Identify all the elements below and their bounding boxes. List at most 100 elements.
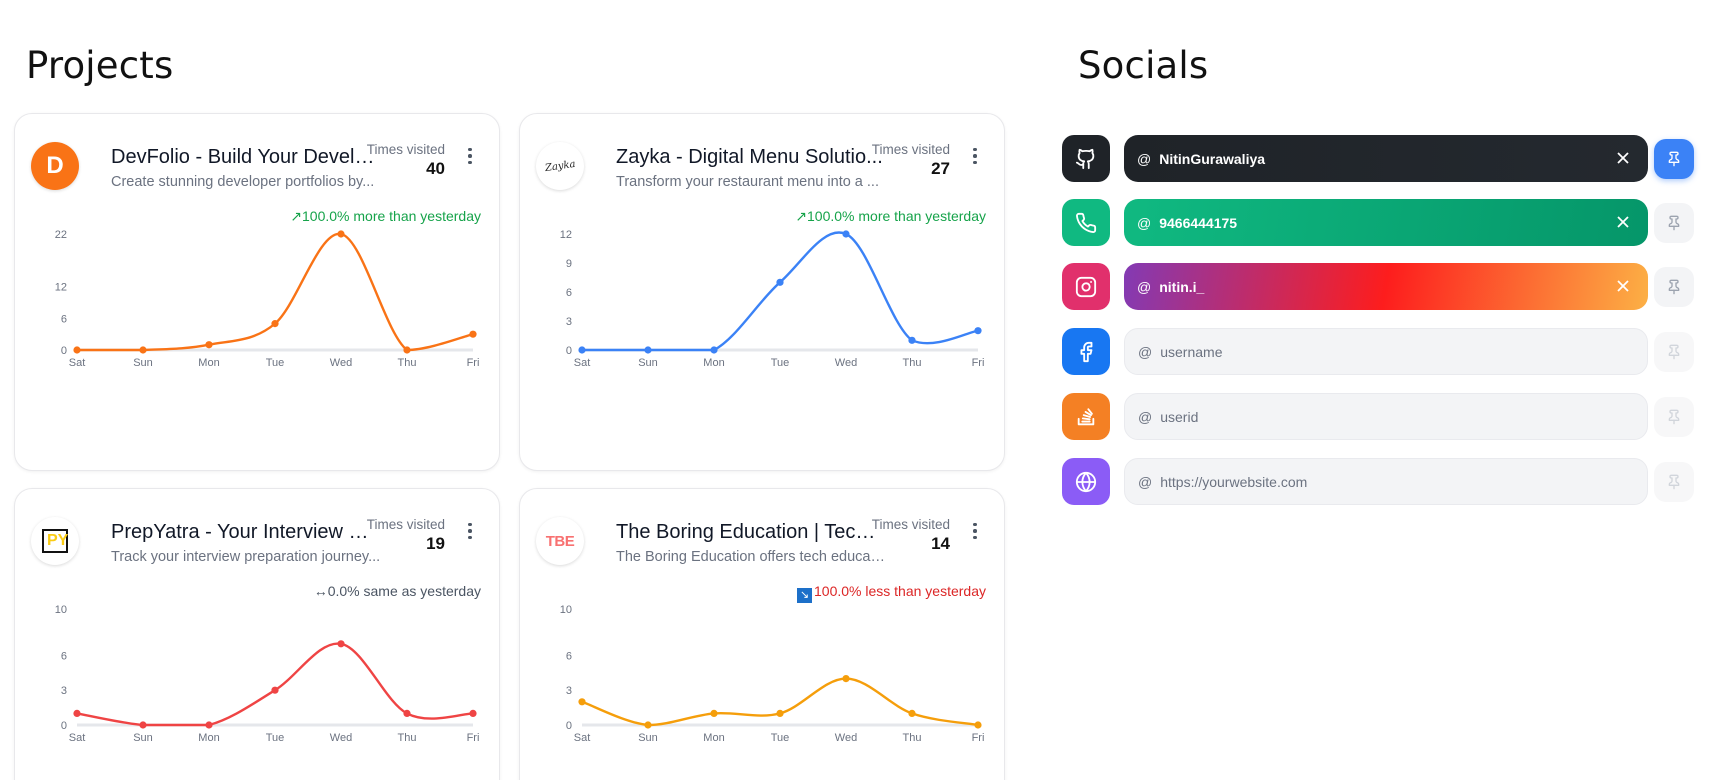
trend-indicator: ↗100.0% more than yesterday (290, 208, 481, 224)
tbe-logo: TBE (545, 532, 575, 550)
pin-button[interactable] (1654, 462, 1694, 502)
svg-text:0: 0 (61, 720, 67, 732)
visits-label: Times visited (871, 517, 950, 532)
project-card-zayka[interactable]: Zayka Zayka - Digital Menu Solutio... Tr… (519, 113, 1005, 471)
stackoverflow-input[interactable] (1160, 408, 1581, 425)
svg-text:Sun: Sun (133, 732, 153, 744)
more-options-icon[interactable] (966, 519, 984, 543)
pin-button[interactable] (1654, 397, 1694, 437)
instagram-input[interactable] (1159, 278, 1580, 295)
project-title[interactable]: DevFolio - Build Your Develo... (111, 146, 381, 168)
more-options-icon[interactable] (461, 519, 479, 543)
social-row-website: @ (1062, 458, 1702, 505)
website-field[interactable]: @ (1124, 458, 1648, 505)
stackoverflow-field[interactable]: @ (1124, 393, 1648, 440)
at-prefix: @ (1137, 214, 1152, 231)
project-card-devfolio[interactable]: D DevFolio - Build Your Develo... Create… (14, 113, 500, 471)
line-chart-svg: 0 3 6 10 Sat Sun Mon Tue Wed Thu Fri (560, 604, 985, 744)
trend-down-icon: ↘ (797, 588, 812, 603)
zayka-logo: Zayka (544, 158, 576, 174)
at-prefix: @ (1138, 473, 1153, 490)
visits-count: 14 (931, 534, 950, 553)
social-row-facebook: @ (1062, 328, 1702, 375)
svg-text:0: 0 (61, 345, 67, 357)
pin-button[interactable] (1654, 139, 1694, 179)
visits-label: Times visited (871, 142, 950, 157)
svg-text:Sat: Sat (69, 732, 86, 744)
website-input[interactable] (1160, 473, 1581, 490)
visits-line-chart: 0 6 12 22 Sat Sun Mon Tue Wed Thu Fri (31, 226, 487, 396)
project-description: Track your interview preparation journey… (111, 549, 381, 565)
at-prefix: @ (1137, 150, 1152, 167)
svg-text:Sun: Sun (638, 357, 658, 369)
visits-count: 27 (931, 159, 950, 178)
prepyatra-logo: PY (42, 529, 68, 553)
svg-text:Mon: Mon (198, 357, 219, 369)
visits-line-chart: 0 3 6 10 Sat Sun Mon Tue Wed Thu Fri (536, 601, 992, 771)
project-card-boring-education[interactable]: TBE The Boring Education | Tech ... The … (519, 488, 1005, 780)
pin-icon (1668, 215, 1680, 231)
visits-count: 40 (426, 159, 445, 178)
project-description: Create stunning developer portfolios by.… (111, 174, 375, 190)
svg-text:6: 6 (61, 313, 67, 325)
visits-line-chart: 0 3 6 9 12 Sat Sun Mon Tue Wed Thu Fri (536, 226, 992, 396)
svg-text:Tue: Tue (266, 357, 285, 369)
instagram-field[interactable]: @ (1124, 263, 1648, 310)
trend-text: 100.0% less than yesterday (814, 583, 986, 599)
project-description: Transform your restaurant menu into a ..… (616, 174, 879, 190)
svg-text:Thu: Thu (903, 357, 922, 369)
svg-text:Wed: Wed (330, 732, 352, 744)
svg-text:Thu: Thu (398, 357, 417, 369)
svg-text:Fri: Fri (467, 357, 480, 369)
svg-text:Sat: Sat (574, 357, 591, 369)
project-avatar: PY (31, 517, 79, 565)
svg-text:Fri: Fri (467, 732, 480, 744)
github-field[interactable]: @ (1124, 135, 1648, 182)
trend-indicator: ↔0.0% same as yesterday (313, 583, 481, 599)
svg-text:Wed: Wed (330, 357, 352, 369)
pin-icon (1668, 409, 1680, 425)
svg-text:Tue: Tue (266, 732, 285, 744)
social-row-instagram: @ (1062, 263, 1702, 310)
github-input[interactable] (1159, 150, 1580, 167)
phone-input[interactable] (1159, 214, 1580, 231)
clear-button[interactable] (1612, 275, 1634, 297)
project-title[interactable]: PrepYatra - Your Interview Pr... (111, 521, 381, 543)
svg-text:12: 12 (560, 229, 572, 241)
phone-field[interactable]: @ (1124, 199, 1648, 246)
svg-text:Fri: Fri (972, 357, 985, 369)
social-row-stackoverflow: @ (1062, 393, 1702, 440)
project-title[interactable]: Zayka - Digital Menu Solutio... (616, 146, 883, 168)
pin-button[interactable] (1654, 267, 1694, 307)
svg-text:12: 12 (55, 282, 67, 294)
svg-text:6: 6 (566, 650, 572, 662)
pin-button[interactable] (1654, 203, 1694, 243)
svg-text:Thu: Thu (903, 732, 922, 744)
svg-text:3: 3 (566, 685, 572, 697)
facebook-field[interactable]: @ (1124, 328, 1648, 375)
project-avatar: Zayka (536, 142, 584, 190)
svg-text:Sat: Sat (574, 732, 591, 744)
facebook-icon (1062, 328, 1110, 375)
more-options-icon[interactable] (966, 144, 984, 168)
clear-button[interactable] (1612, 211, 1634, 233)
svg-text:0: 0 (566, 345, 572, 357)
social-row-phone: @ (1062, 199, 1702, 246)
facebook-input[interactable] (1160, 343, 1581, 360)
globe-icon (1062, 458, 1110, 505)
more-options-icon[interactable] (461, 144, 479, 168)
pin-button[interactable] (1654, 332, 1694, 372)
clear-button[interactable] (1612, 147, 1634, 169)
visits-label: Times visited (366, 142, 445, 157)
close-icon (1617, 152, 1629, 164)
svg-text:0: 0 (566, 720, 572, 732)
socials-heading: Socials (1078, 44, 1209, 87)
project-avatar: TBE (536, 517, 584, 565)
trend-indicator: ↘ 100.0% less than yesterday (797, 583, 986, 603)
close-icon (1617, 280, 1629, 292)
svg-text:3: 3 (61, 685, 67, 697)
pin-icon (1668, 474, 1680, 490)
svg-text:Thu: Thu (398, 732, 417, 744)
project-title[interactable]: The Boring Education | Tech ... (616, 521, 886, 543)
project-card-prepyatra[interactable]: PY PrepYatra - Your Interview Pr... Trac… (14, 488, 500, 780)
